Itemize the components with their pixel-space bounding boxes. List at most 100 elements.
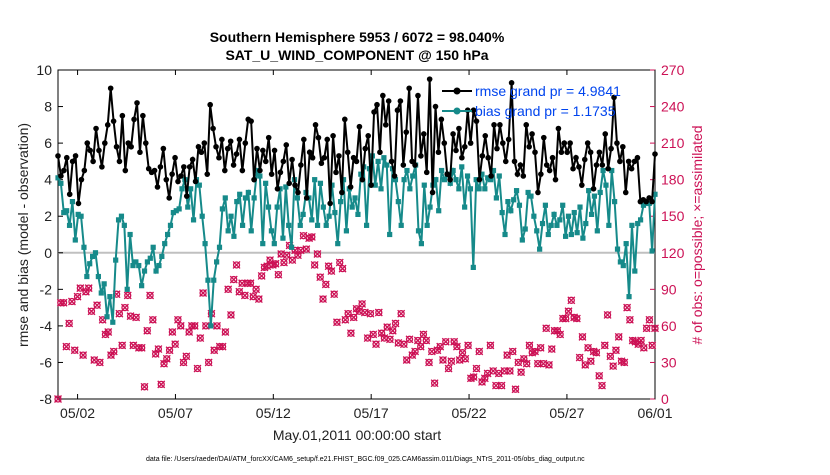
bias-point [271,241,277,247]
y-right-tick-label: 210 [661,135,685,151]
bias-point [214,259,220,265]
rmse-point [160,145,167,152]
rmse-point [365,133,372,139]
obs-possible-marker [444,364,453,373]
bias-point [211,277,217,283]
rmse-point [491,122,497,128]
obs-count-point [603,310,612,319]
rmse-point [242,140,249,146]
bias-point [173,208,179,214]
obs-possible-marker [503,351,511,359]
obs-count-point [536,343,545,352]
obs-assimilated-marker [614,332,623,341]
bias-point [470,264,476,270]
bias-point [542,202,549,208]
bias-point [372,182,378,188]
obs-possible-marker [400,340,408,348]
bias-point [159,253,165,260]
rmse-point [362,145,369,152]
rmse-point [500,140,506,146]
obs-count-point [338,264,347,273]
rmse-point [388,158,395,165]
obs-count-point [330,290,339,299]
obs-assimilated-marker [648,341,657,350]
obs-assimilated-marker [609,362,618,371]
bias-point [98,290,104,296]
obs-count-point [240,291,249,300]
obs-possible-marker [525,341,534,350]
obs-count-point [84,284,93,293]
rmse-point [473,118,480,124]
obs-possible-marker [592,349,601,357]
rmse-point [99,164,105,170]
bias-point [502,231,508,238]
obs-possible-marker [626,316,634,324]
obs-assimilated-marker [430,379,439,388]
obs-possible-marker [121,303,129,312]
obs-count-point [154,345,163,354]
bias-point [392,177,399,183]
rmse-point [306,149,313,156]
bias-point [326,213,332,219]
rmse-point [113,143,120,150]
obs-possible-marker [168,328,177,336]
obs-assimilated-marker [59,298,68,307]
bias-point [548,222,554,228]
rmse-point [479,153,486,159]
obs-count-point [319,295,327,304]
y-right-tick-label: 180 [661,172,685,188]
x-tick-label: 05/27 [549,405,584,421]
rmse-point [75,200,82,207]
obs-count-point [196,334,205,343]
rmse-point [318,160,325,167]
obs-assimilated-marker [603,310,612,319]
legend-marker [453,107,461,115]
obs-count-point [140,382,149,391]
bias-point [78,213,84,219]
y-right-tick-label: 150 [661,208,685,224]
bias-point [95,273,101,280]
bias-point [531,213,537,219]
bias-point [459,164,465,170]
rmse-series [55,76,658,207]
obs-count-point [93,301,102,310]
bias-point [257,173,263,179]
bias-point [418,241,424,247]
y-right-tick-label: 30 [661,354,677,370]
obs-count-point [511,385,520,394]
rmse-point [333,169,339,176]
rmse-point [207,101,213,108]
obs-possible-marker [288,256,296,264]
obs-assimilated-marker [118,341,127,350]
rmse-point [377,149,383,156]
obs-count-point [625,315,634,324]
obs-assimilated-marker [321,280,330,289]
obs-count-point [452,342,461,351]
obs-possible-marker [257,272,266,280]
obs-possible-marker [322,280,330,289]
obs-possible-marker [391,319,400,328]
rmse-point [189,156,196,163]
obs-assimilated-marker [586,357,595,366]
bias-point [488,177,494,183]
bias-point [629,222,635,228]
rmse-point [497,122,503,128]
obs-assimilated-marker [201,321,210,330]
rmse-point [213,143,219,150]
obs-possible-marker [411,347,419,356]
obs-assimilated-marker [469,373,478,382]
obs-count-point [227,310,235,319]
bias-point [479,171,485,177]
bias-point [617,259,623,265]
bias-point [297,222,303,228]
obs-count-point [592,348,601,357]
obs-possible-marker [115,310,124,318]
bias-point [263,180,269,186]
bias-point [289,244,295,250]
obs-assimilated-marker [168,328,177,336]
obs-assimilated-marker [254,295,263,304]
obs-assimilated-marker [146,291,155,300]
obs-assimilated-marker [221,328,230,336]
bias-point [110,319,116,325]
bias-point [415,228,422,234]
